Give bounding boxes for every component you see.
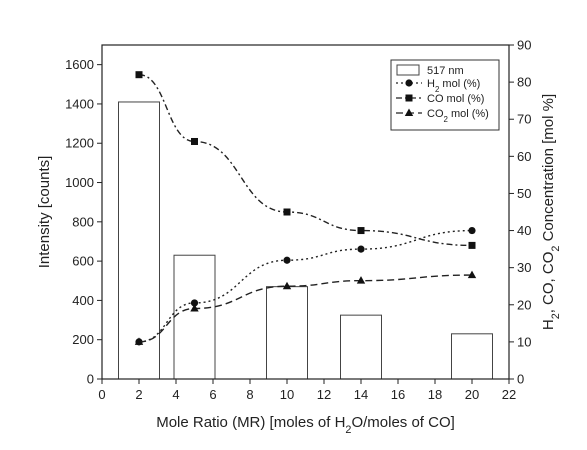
x-tick-label: 20: [465, 387, 479, 402]
x-tick-label: 18: [428, 387, 442, 402]
plot-frame: [101, 44, 510, 380]
y-left-tick-label: 1600: [65, 57, 94, 72]
x-tick-label: 22: [502, 387, 516, 402]
y-right-tick-label: 20: [517, 297, 531, 312]
point-co2-mol-mr-14: [356, 276, 366, 284]
y-right-tick-label: 60: [517, 149, 531, 164]
bar-517nm-mr-10: [266, 286, 308, 380]
point-h2-mol-mr-10: [283, 256, 291, 264]
point-co-mol-mr-5: [191, 137, 198, 145]
y-right-tick-label: 30: [517, 260, 531, 275]
legend-label-co2-mol: CO2 mol (%): [427, 108, 489, 124]
series-layer: [134, 71, 477, 346]
bars-layer: [118, 101, 493, 380]
y-left-tick-label: 400: [72, 293, 94, 308]
x-tick-label: 0: [98, 387, 105, 402]
y-right-axis-title: H2, CO, CO2 Concentration [mol %]: [540, 94, 562, 330]
point-co2-mol-mr-10: [282, 281, 292, 290]
bar-517nm-mr-14: [340, 314, 382, 380]
legend-label-h2-mol: H2 mol (%): [427, 78, 480, 94]
y-right-tick-label: 90: [517, 38, 531, 53]
y-left-tick-label: 800: [72, 214, 94, 229]
x-tick-label: 4: [172, 387, 179, 402]
point-co2-mol-mr-20: [467, 270, 477, 279]
x-axis-title: Mole Ratio (MR) [moles of H2O/moles of C…: [156, 414, 455, 436]
bar-517nm-mr-20: [451, 333, 493, 380]
point-h2-mol-mr-20: [468, 226, 476, 235]
point-co-mol-mr-10: [283, 208, 291, 216]
point-co-mol-mr-14: [357, 227, 365, 235]
point-co2-mol-mr-5: [190, 303, 199, 312]
legend-marker-co-mol: [405, 94, 413, 102]
legend-label-517nm: 517 nm: [427, 65, 464, 77]
y-left-tick-label: 1000: [65, 175, 94, 190]
point-co-mol-mr-20: [468, 241, 476, 249]
y-left-tick-label: 0: [87, 372, 94, 387]
legend-label-co-mol: CO mol (%): [427, 93, 484, 105]
legend-swatch-517nm: [396, 64, 420, 76]
x-tick-label: 8: [246, 387, 253, 402]
y-left-tick-label: 1200: [65, 136, 94, 151]
point-h2-mol-mr-14: [357, 245, 365, 253]
bar-517nm-mr-2: [118, 101, 160, 380]
y-left-tick-label: 1400: [65, 96, 94, 111]
x-tick-label: 14: [354, 387, 368, 402]
y-right-tick-label: 70: [517, 112, 531, 127]
point-co2-mol-mr-2: [134, 337, 144, 345]
legend-marker-co2-mol: [404, 108, 414, 116]
axes-layer: 0 2 4 6 8 10 12 14 16 18 20 22020040060080010001200…: [36, 38, 562, 437]
x-tick-label: 12: [317, 387, 331, 402]
x-tick-label: 6: [209, 387, 216, 402]
x-tick-label: 2: [135, 387, 142, 402]
point-h2-mol-mr-5: [190, 299, 199, 307]
y-right-tick-label: 0: [517, 372, 524, 387]
x-tick-label: 10: [280, 387, 294, 402]
y-left-tick-label: 600: [72, 254, 94, 269]
bar-517nm-mr-5: [173, 254, 216, 380]
point-co-mol-mr-2: [135, 71, 143, 79]
y-right-tick-label: 40: [517, 223, 531, 238]
y-right-tick-label: 80: [517, 75, 531, 90]
legend-marker-h2-mol: [405, 79, 413, 87]
y-left-tick-label: 200: [72, 332, 94, 347]
series-line-co2-mol: [138, 274, 473, 343]
x-tick-label: 16: [391, 387, 405, 402]
y-right-tick-label: 10: [517, 334, 531, 349]
y-right-tick-label: 50: [517, 186, 531, 201]
y-left-axis-title: Intensity [counts]: [36, 156, 53, 269]
